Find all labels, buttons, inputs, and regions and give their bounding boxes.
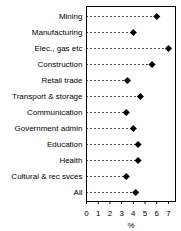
svg-text:Cultural & rec svces: Cultural & rec svces <box>11 172 82 181</box>
svg-text:Mining: Mining <box>59 12 83 21</box>
svg-text:Elec., gas etc: Elec., gas etc <box>34 44 82 53</box>
svg-text:7: 7 <box>166 209 171 218</box>
svg-text:Communication: Communication <box>27 108 83 117</box>
svg-text:Health: Health <box>59 156 82 165</box>
svg-text:0: 0 <box>84 209 89 218</box>
svg-text:Construction: Construction <box>38 60 83 69</box>
svg-text:Retail trade: Retail trade <box>42 76 83 85</box>
svg-text:Government admin: Government admin <box>14 124 82 133</box>
svg-text:Education: Education <box>47 140 83 149</box>
svg-text:4: 4 <box>131 209 136 218</box>
svg-text:5: 5 <box>143 209 148 218</box>
svg-text:Transport & storage: Transport & storage <box>12 92 83 101</box>
svg-text:6: 6 <box>155 209 160 218</box>
svg-text:Manufacturing: Manufacturing <box>32 28 83 37</box>
svg-text:%: % <box>127 221 134 230</box>
svg-text:1: 1 <box>96 209 101 218</box>
svg-text:3: 3 <box>119 209 124 218</box>
svg-text:2: 2 <box>108 209 113 218</box>
svg-text:All: All <box>74 188 83 197</box>
